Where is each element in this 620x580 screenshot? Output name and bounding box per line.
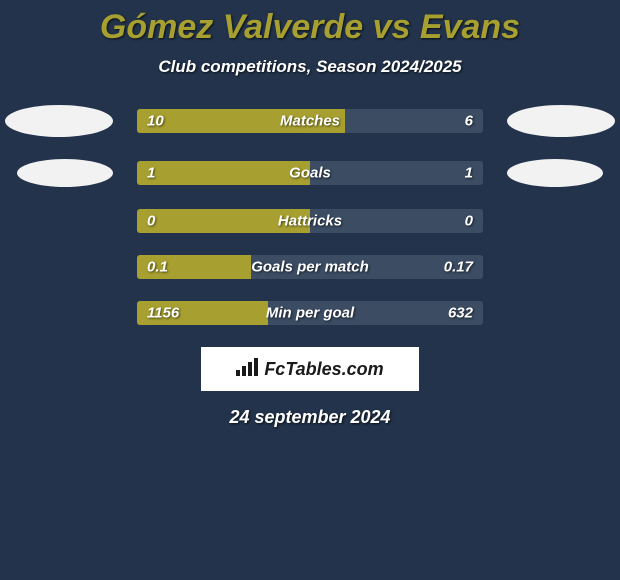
stat-row: 10 6 Matches: [0, 105, 620, 137]
player-right-ellipse: [507, 105, 615, 137]
stat-label: Goals per match: [251, 259, 369, 276]
stat-row: 0.1 0.17 Goals per match: [0, 255, 620, 279]
stat-label: Matches: [280, 113, 340, 130]
bars-icon: [236, 358, 258, 381]
stat-label: Min per goal: [266, 305, 354, 322]
stat-bar-right-fill: [310, 161, 483, 185]
subtitle: Club competitions, Season 2024/2025: [0, 57, 620, 77]
stat-label: Goals: [289, 165, 331, 182]
stat-value-right: 0.17: [444, 259, 473, 276]
date-label: 24 september 2024: [0, 407, 620, 428]
player-left-ellipse: [5, 105, 113, 137]
stat-bar: 1156 632 Min per goal: [137, 301, 483, 325]
player-left-ellipse: [17, 159, 113, 187]
stat-value-left: 1: [147, 165, 155, 182]
stat-bar: 1 1 Goals: [137, 161, 483, 185]
player-right-ellipse: [507, 159, 603, 187]
stat-bar: 0.1 0.17 Goals per match: [137, 255, 483, 279]
stat-bar-left-fill: [137, 161, 310, 185]
stat-row: 0 0 Hattricks: [0, 209, 620, 233]
stats-list: 10 6 Matches 1 1 Goals 0 0 Hattricks 0.1 0.17 Goals…: [0, 105, 620, 325]
stat-label: Hattricks: [278, 213, 342, 230]
comparison-card: Gómez Valverde vs Evans Club competition…: [0, 0, 620, 580]
stat-bar-right-fill: [345, 109, 483, 133]
stat-bar: 0 0 Hattricks: [137, 209, 483, 233]
page-title: Gómez Valverde vs Evans: [0, 0, 620, 47]
brand-label: FcTables.com: [236, 358, 383, 381]
stat-value-right: 632: [448, 305, 473, 322]
stat-value-left: 0: [147, 213, 155, 230]
stat-value-left: 0.1: [147, 259, 168, 276]
stat-value-right: 1: [465, 165, 473, 182]
brand-text: FcTables.com: [264, 359, 383, 380]
brand-badge: FcTables.com: [201, 347, 419, 391]
stat-value-right: 6: [465, 113, 473, 130]
stat-value-right: 0: [465, 213, 473, 230]
stat-bar: 10 6 Matches: [137, 109, 483, 133]
stat-row: 1156 632 Min per goal: [0, 301, 620, 325]
stat-value-left: 10: [147, 113, 164, 130]
stat-row: 1 1 Goals: [0, 159, 620, 187]
stat-value-left: 1156: [147, 305, 179, 322]
